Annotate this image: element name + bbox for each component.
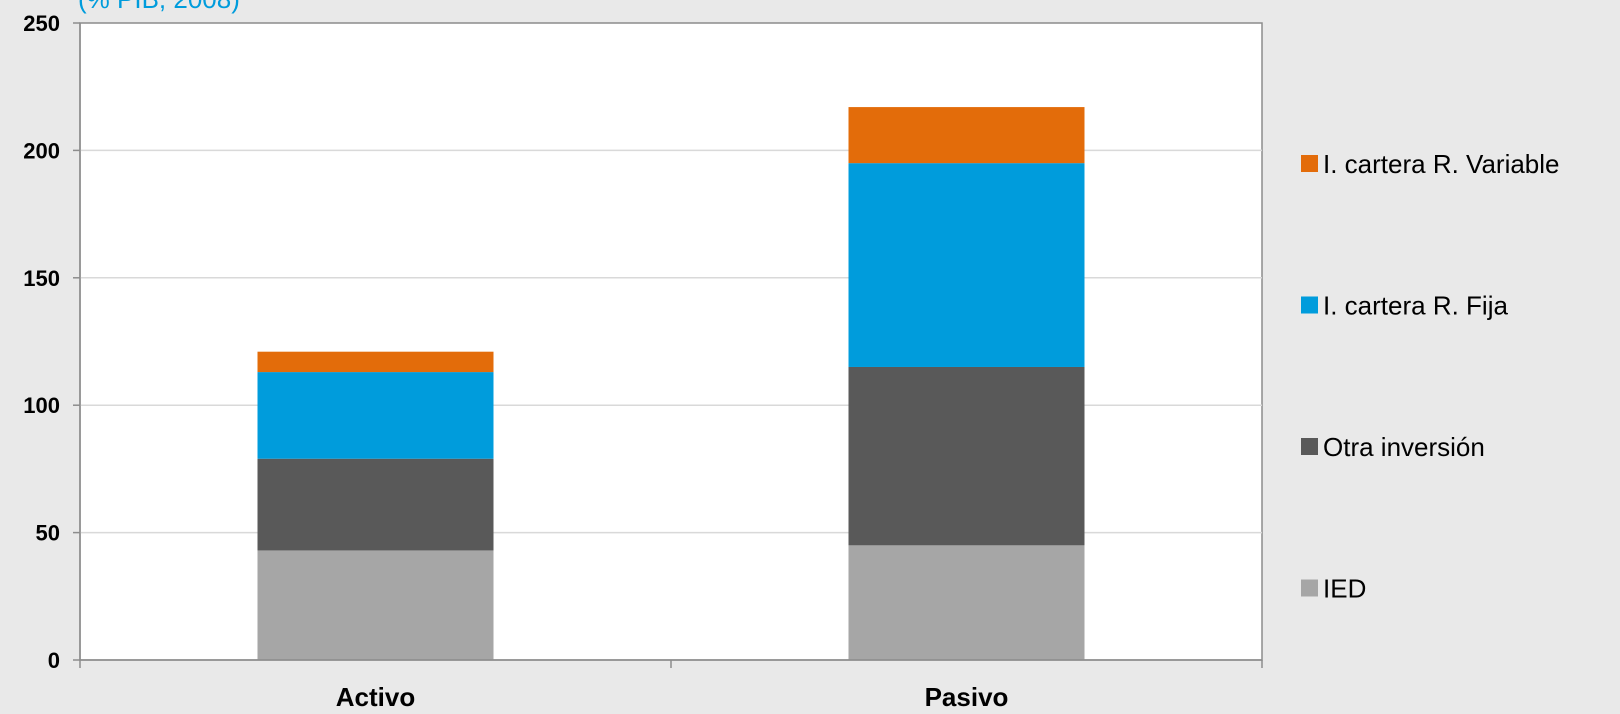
legend-swatch (1301, 296, 1318, 314)
y-tick-label: 50 (36, 521, 60, 546)
x-category-label: Pasivo (925, 682, 1009, 712)
legend-label: I. cartera R. Variable (1323, 149, 1560, 179)
y-tick-label: 100 (23, 393, 60, 418)
bar-segment-pasivo-i-cartera-r-variable (848, 107, 1085, 164)
legend: I. cartera R. Variable I. cartera R. Fija… (1301, 149, 1560, 604)
bar-segment-activo-otra-inversión (257, 458, 494, 551)
axes (73, 22, 1263, 668)
legend-swatch (1301, 155, 1318, 172)
bar-series-group (257, 107, 1085, 660)
legend-swatch (1301, 438, 1318, 455)
legend-swatch (1301, 579, 1318, 597)
y-tick-label: 0 (48, 648, 60, 673)
y-tick-label: 200 (23, 138, 60, 163)
bar-segment-activo-i-cartera-r-variable (257, 351, 494, 373)
bar-segment-activo-i-cartera-r-fija (257, 372, 494, 459)
legend-label: IED (1323, 574, 1366, 604)
legend-label: I. cartera R. Fija (1323, 291, 1508, 321)
x-axis-category-labels: Activo Pasivo (336, 682, 1009, 712)
chart-subtitle: (% PIB, 2008) (78, 0, 240, 14)
y-tick-label: 150 (23, 266, 60, 291)
bar-segment-pasivo-i-cartera-r-fija (848, 163, 1085, 367)
bar-segment-pasivo-otra-inversión (848, 366, 1085, 546)
legend-label: Otra inversión (1323, 432, 1485, 462)
y-axis-tick-labels: 0 50 100 150 200 250 (23, 11, 60, 673)
x-category-label: Activo (336, 682, 415, 712)
plot-area (79, 22, 1263, 661)
bar-segment-activo-ied (257, 550, 494, 660)
bar-segment-pasivo-ied (848, 545, 1085, 660)
y-tick-label: 250 (23, 11, 60, 36)
